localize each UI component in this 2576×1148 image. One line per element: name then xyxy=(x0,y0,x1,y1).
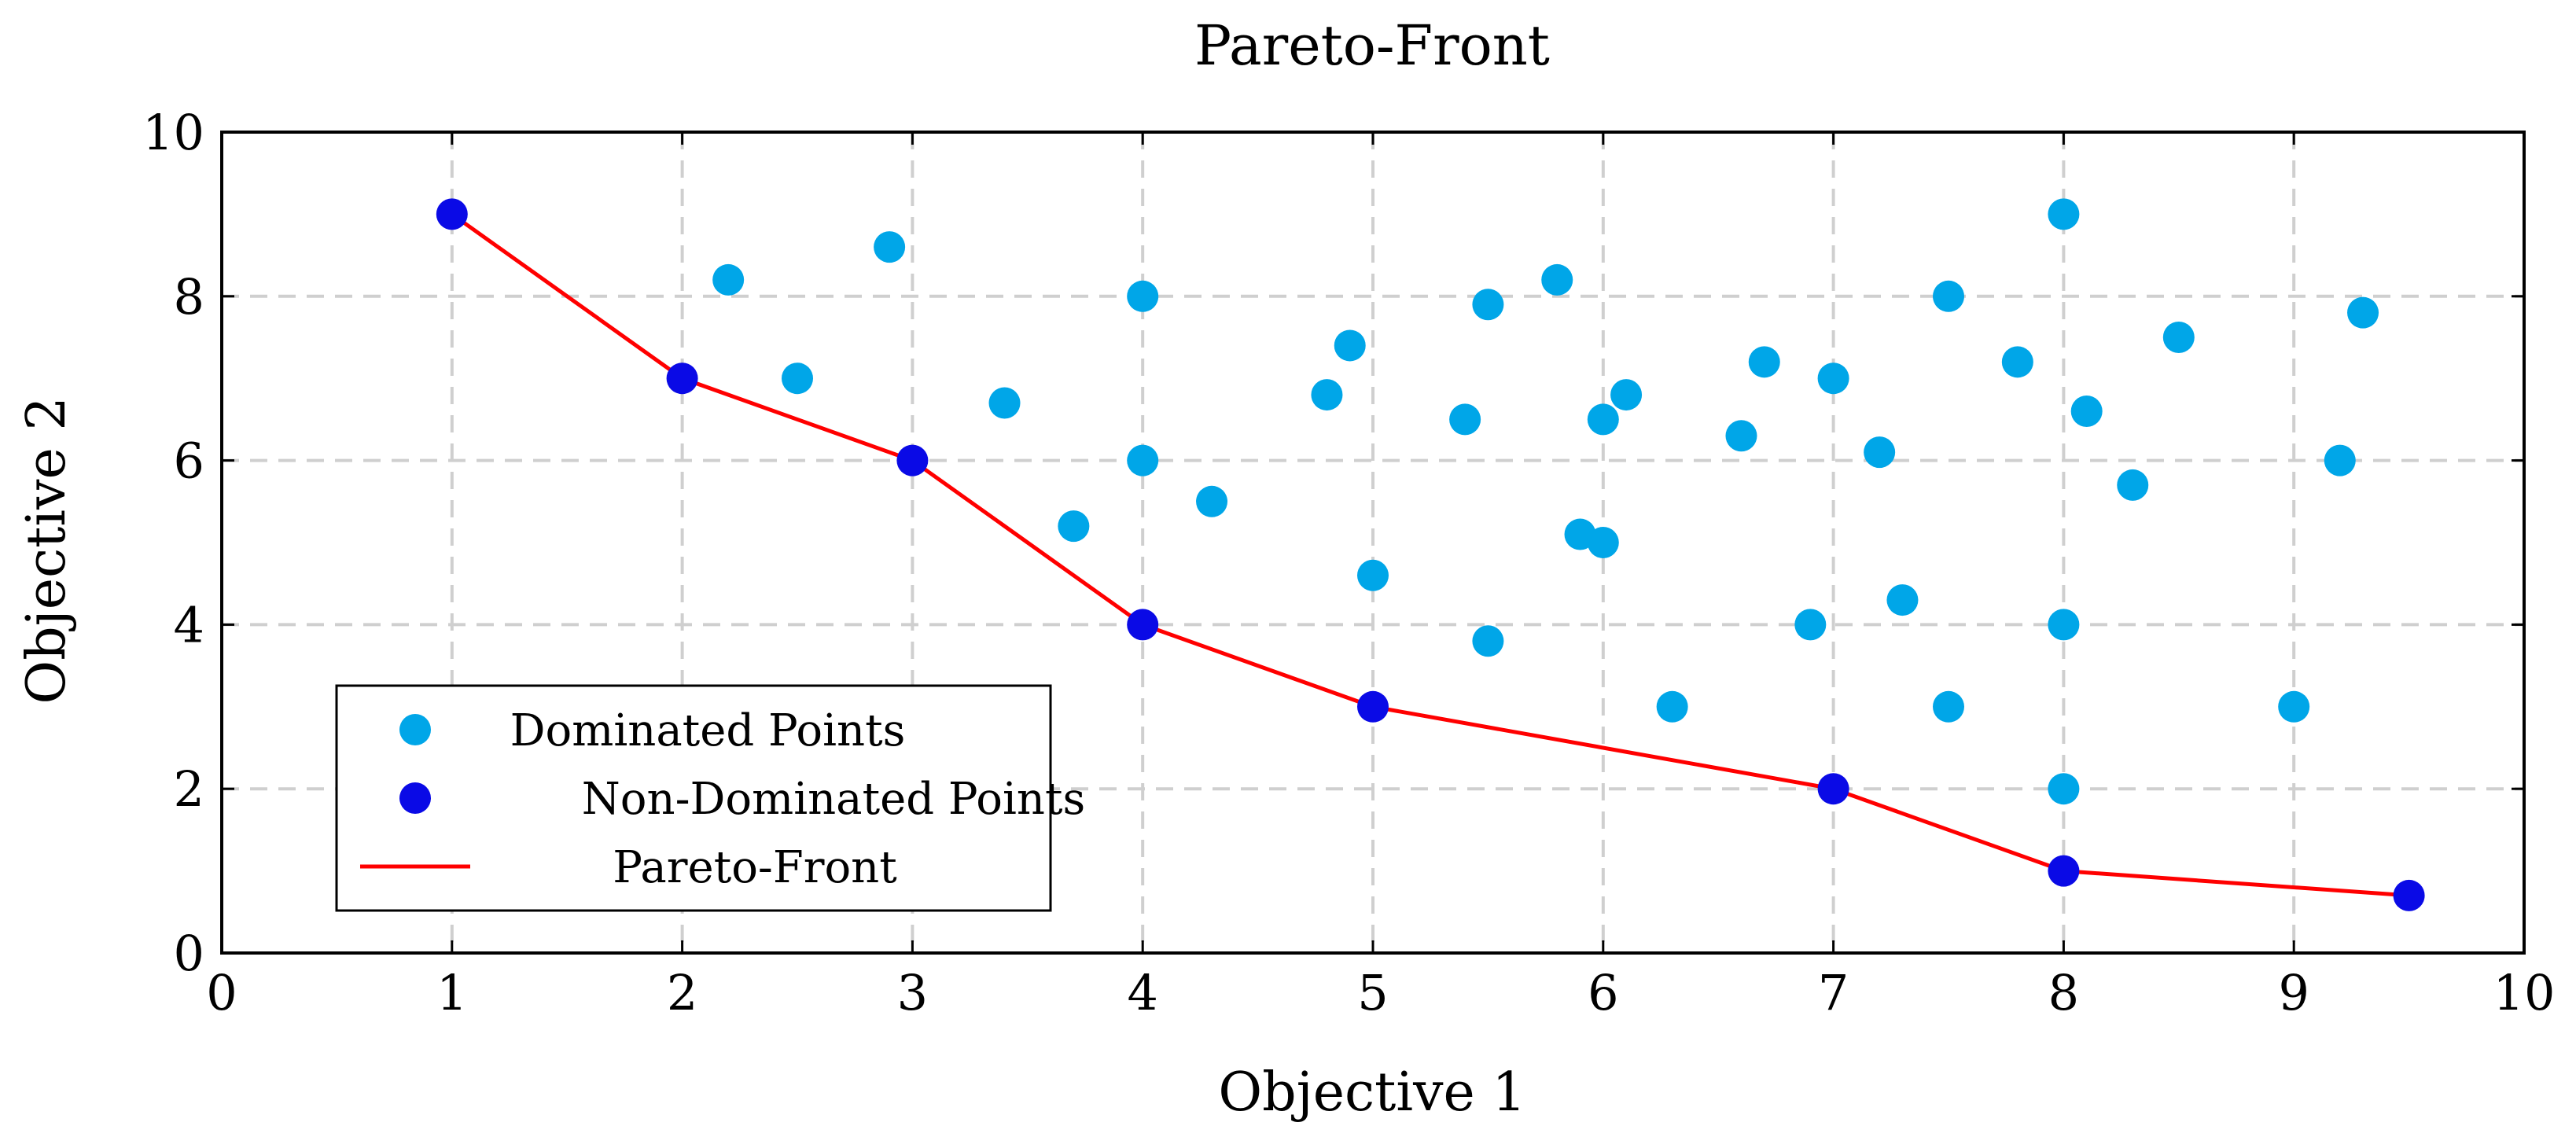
x-tick-label: 3 xyxy=(897,964,928,1021)
x-tick-label: 4 xyxy=(1127,964,1157,1021)
dominated-point xyxy=(712,263,745,296)
x-tick-label: 8 xyxy=(2048,964,2079,1021)
dominated-point xyxy=(2070,395,2103,427)
dominated-point xyxy=(1886,584,1919,616)
legend-dominated-marker xyxy=(399,714,431,745)
x-tick-label: 0 xyxy=(206,964,237,1021)
legend-non-dominated-marker xyxy=(399,782,431,814)
dominated-point xyxy=(1748,346,1780,378)
dominated-point xyxy=(1357,559,1389,591)
x-tick-labels: 0 1 2 3 4 5 6 7 8 9 10 xyxy=(206,964,2555,1021)
dominated-point xyxy=(2347,296,2379,329)
dominated-point xyxy=(1127,280,1159,312)
non-dominated-point xyxy=(2393,879,2425,911)
y-tick-label: 2 xyxy=(174,760,204,818)
legend-dominated-label: Dominated Points xyxy=(510,705,906,756)
dominated-point xyxy=(1334,329,1366,362)
y-tick-label: 10 xyxy=(142,104,204,161)
dominated-point xyxy=(1311,379,1343,411)
dominated-point xyxy=(988,387,1021,419)
dominated-point xyxy=(1196,485,1228,517)
non-dominated-point xyxy=(666,362,698,395)
y-tick-label: 4 xyxy=(174,596,204,653)
dominated-point xyxy=(1933,280,1964,312)
dominated-point xyxy=(2324,444,2356,476)
dominated-points xyxy=(712,198,2379,805)
x-tick-label: 9 xyxy=(2278,964,2309,1021)
plot-frame xyxy=(220,131,2526,955)
y-tick-label: 6 xyxy=(174,432,204,490)
legend-pareto-front-label: Pareto-Front xyxy=(613,842,897,893)
legend-non-dominated-label: Non-Dominated Points xyxy=(582,774,1085,825)
non-dominated-point xyxy=(1357,690,1389,723)
dominated-point xyxy=(1864,436,1896,469)
x-tick-label: 1 xyxy=(436,964,467,1021)
x-tick-label: 10 xyxy=(2493,964,2556,1021)
dominated-point xyxy=(2117,469,2149,501)
legend: Dominated Points Non-Dominated Points Pa… xyxy=(335,684,1085,912)
non-dominated-point xyxy=(896,444,929,476)
chart-title: Pareto-Front xyxy=(1194,13,1550,78)
dominated-point xyxy=(1610,379,1643,411)
dominated-point xyxy=(1587,527,1619,558)
legend-box xyxy=(335,684,1052,912)
dominated-point xyxy=(2001,346,2033,378)
non-dominated-point xyxy=(1817,773,1849,805)
dominated-point xyxy=(1541,263,1573,296)
y-tick-label: 0 xyxy=(174,925,204,982)
non-dominated-point xyxy=(436,198,468,230)
dominated-point xyxy=(2048,773,2080,805)
dominated-point xyxy=(874,231,906,263)
non-dominated-point xyxy=(2048,855,2080,887)
x-tick-label: 5 xyxy=(1357,964,1388,1021)
dominated-point xyxy=(1472,625,1504,657)
dominated-point xyxy=(1933,690,1964,723)
y-tick-labels: 0 2 4 6 8 10 xyxy=(142,104,204,982)
dominated-point xyxy=(1725,420,1757,452)
x-axis-title: Objective 1 xyxy=(1218,1062,1525,1124)
non-dominated-point xyxy=(1127,609,1159,641)
dominated-point xyxy=(1656,690,1688,723)
dominated-point xyxy=(782,362,813,395)
dominated-point xyxy=(1058,510,1090,543)
dominated-point xyxy=(1449,403,1481,436)
non-dominated-points xyxy=(436,198,2425,911)
dominated-point xyxy=(2048,609,2080,641)
dominated-point xyxy=(1794,609,1827,641)
dominated-point xyxy=(1127,444,1159,476)
dominated-point xyxy=(1472,289,1504,321)
dominated-point xyxy=(2048,198,2080,230)
tick-marks xyxy=(220,131,2526,955)
dominated-point xyxy=(2278,690,2310,723)
dominated-point xyxy=(1817,362,1849,395)
dominated-point xyxy=(2162,322,2195,353)
dominated-point xyxy=(1587,403,1619,436)
pareto-front-line xyxy=(451,212,2409,898)
y-axis-title: Objective 2 xyxy=(16,396,78,704)
x-tick-label: 7 xyxy=(1818,964,1849,1021)
x-tick-label: 6 xyxy=(1588,964,1618,1021)
y-tick-label: 8 xyxy=(174,268,204,326)
x-tick-label: 2 xyxy=(667,964,697,1021)
